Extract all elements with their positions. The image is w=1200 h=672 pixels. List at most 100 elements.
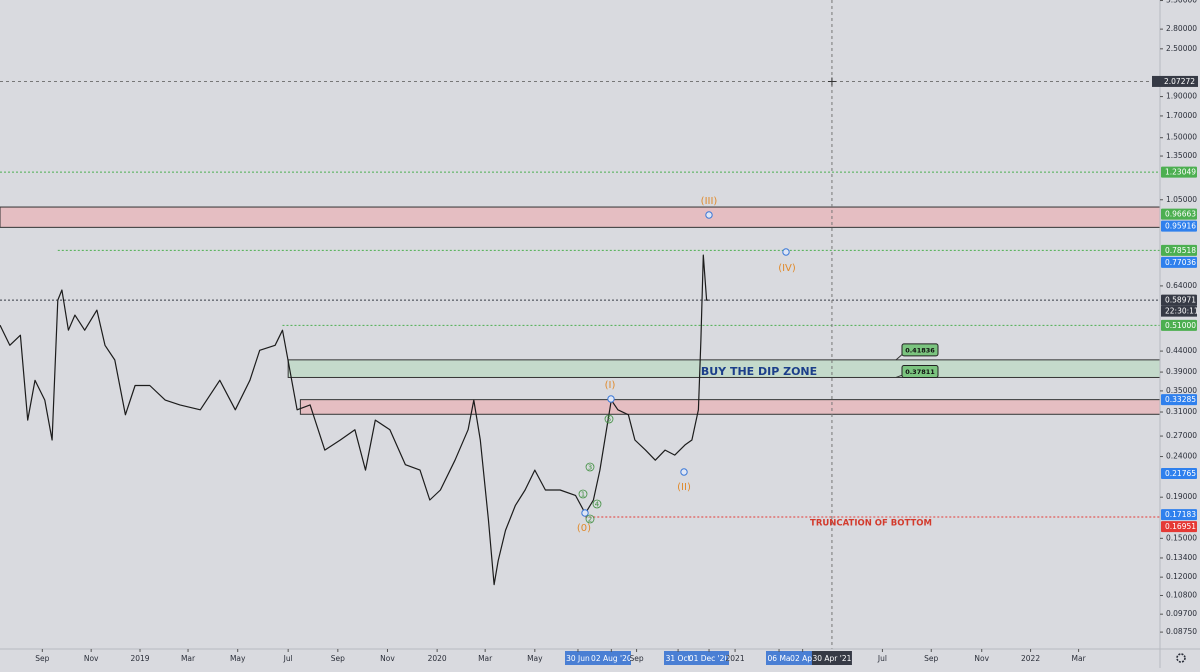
wave-point bbox=[607, 395, 615, 403]
price-badge bbox=[1161, 208, 1197, 220]
price-badge bbox=[1161, 468, 1197, 480]
crosshair-x-badge bbox=[811, 651, 852, 665]
price-badge bbox=[1161, 509, 1197, 521]
x-tick-label: 02 Apr bbox=[790, 654, 816, 663]
crosshair-y-label: 2.07272 bbox=[1164, 77, 1195, 86]
wave-label: (IV) bbox=[778, 263, 796, 274]
x-tick-label: Jul bbox=[283, 654, 293, 663]
x-tick-label: Nov bbox=[974, 654, 989, 663]
x-tick-label: Jul bbox=[877, 654, 887, 663]
callout-label: 0.37811 bbox=[905, 368, 935, 376]
x-tick-label: Sep bbox=[331, 654, 345, 663]
y-tick-label: 0.35000 bbox=[1166, 386, 1197, 395]
y-tick-label: 1.35000 bbox=[1166, 151, 1197, 160]
wave-label: (I) bbox=[605, 380, 616, 391]
zone-label: BUY THE DIP ZONE bbox=[701, 365, 817, 378]
x-tick-label: Sep bbox=[924, 654, 938, 663]
price-badge bbox=[1161, 244, 1197, 256]
wave-label: (III) bbox=[701, 196, 718, 207]
y-tick-label: 1.90000 bbox=[1166, 92, 1197, 101]
wave-label: (II) bbox=[677, 482, 691, 493]
y-tick-label: 0.12000 bbox=[1166, 572, 1197, 581]
x-tick-label: 2019 bbox=[130, 654, 149, 663]
wave-point bbox=[705, 211, 713, 219]
y-tick-label: 0.19000 bbox=[1166, 492, 1197, 501]
price-badge bbox=[1161, 256, 1197, 268]
price-badge-label: 0.51000 bbox=[1165, 321, 1196, 330]
x-tick-label: May bbox=[230, 654, 246, 663]
y-tick-label: 0.27000 bbox=[1166, 431, 1197, 440]
price-badge-label: 0.33285 bbox=[1165, 395, 1196, 404]
x-range-highlight bbox=[664, 651, 729, 665]
price-badge bbox=[1161, 319, 1197, 331]
y-tick-label: 0.15000 bbox=[1166, 533, 1197, 542]
y-tick-label: 1.05000 bbox=[1166, 195, 1197, 204]
y-tick-label: 1.70000 bbox=[1166, 111, 1197, 120]
y-tick-label: 0.64000 bbox=[1166, 281, 1197, 290]
price-badge-label: 0.17183 bbox=[1165, 510, 1196, 519]
zone bbox=[299, 399, 1161, 415]
x-tick-label: 2020 bbox=[428, 654, 447, 663]
x-tick-label: Nov bbox=[380, 654, 395, 663]
y-tick-label: 1.50000 bbox=[1166, 133, 1197, 142]
minor-wave: 5 bbox=[607, 416, 611, 424]
x-tick-label: 30 Jun bbox=[566, 654, 590, 663]
price-badge bbox=[1161, 394, 1197, 406]
price-badge bbox=[1161, 294, 1197, 306]
price-badge-label: 0.16951 bbox=[1165, 522, 1196, 531]
callout bbox=[901, 343, 939, 357]
y-tick-label: 0.31000 bbox=[1166, 407, 1197, 416]
price-badge-label: 0.95916 bbox=[1165, 222, 1196, 231]
x-tick-label: 31 Oct bbox=[666, 654, 691, 663]
x-tick-label: 2021 bbox=[726, 654, 745, 663]
price-badge-label: 1.23049 bbox=[1165, 168, 1196, 177]
price-badge-label: 0.58971 bbox=[1165, 296, 1196, 305]
price-badge-label: 0.21765 bbox=[1165, 469, 1196, 478]
minor-wave: 4 bbox=[595, 501, 600, 509]
x-tick-label: Sep bbox=[35, 654, 49, 663]
x-tick-label: Mar bbox=[478, 654, 493, 663]
countdown: 22:30:11 bbox=[1165, 307, 1199, 316]
x-tick-label: 06 Ma bbox=[768, 654, 791, 663]
x-tick-label: May bbox=[527, 654, 543, 663]
price-badge bbox=[1161, 166, 1197, 178]
x-tick-label: Sep bbox=[630, 654, 644, 663]
y-tick-label: 0.08750 bbox=[1166, 627, 1197, 636]
x-tick-label: 02 Aug '20 bbox=[591, 654, 632, 663]
minor-wave: 3 bbox=[588, 464, 592, 472]
x-tick-label: Mar bbox=[1072, 654, 1087, 663]
x-range-highlight bbox=[766, 651, 814, 665]
x-tick-label: 2022 bbox=[1021, 654, 1040, 663]
cursor bbox=[827, 77, 836, 86]
y-tick-label: 0.39000 bbox=[1166, 367, 1197, 376]
callout bbox=[901, 364, 939, 378]
wave-point bbox=[782, 248, 790, 256]
callout-label: 0.41836 bbox=[905, 346, 935, 354]
y-tick-label: 0.10800 bbox=[1166, 590, 1197, 599]
x-tick-label: 01 Dec '20 bbox=[689, 654, 730, 663]
price-badge bbox=[1161, 220, 1197, 232]
wave-label: (0) bbox=[577, 523, 591, 534]
crosshair-y-badge bbox=[1152, 75, 1198, 87]
x-range-highlight bbox=[565, 651, 631, 665]
y-tick-label: 2.80000 bbox=[1166, 24, 1197, 33]
annotation: TRUNCATION OF BOTTOM bbox=[810, 519, 932, 529]
countdown-badge bbox=[1161, 305, 1197, 317]
price-badge-label: 0.96663 bbox=[1165, 210, 1196, 219]
y-tick-label: 2.50000 bbox=[1166, 44, 1197, 53]
price-badge-label: 0.77036 bbox=[1165, 258, 1196, 267]
price-line bbox=[0, 254, 709, 586]
wave-point bbox=[680, 468, 688, 476]
wave-point bbox=[581, 509, 589, 517]
y-tick-label: 0.09700 bbox=[1166, 609, 1197, 618]
x-tick-label: Mar bbox=[181, 654, 196, 663]
y-tick-label: 0.13400 bbox=[1166, 553, 1197, 562]
y-tick-label: 3.30000 bbox=[1166, 0, 1197, 5]
zone bbox=[0, 206, 1161, 228]
crosshair-x-label: 30 Apr '21 bbox=[812, 654, 851, 663]
minor-wave: 2 bbox=[588, 516, 592, 524]
settings-button[interactable] bbox=[1176, 653, 1186, 663]
y-tick-label: 0.44000 bbox=[1166, 346, 1197, 355]
